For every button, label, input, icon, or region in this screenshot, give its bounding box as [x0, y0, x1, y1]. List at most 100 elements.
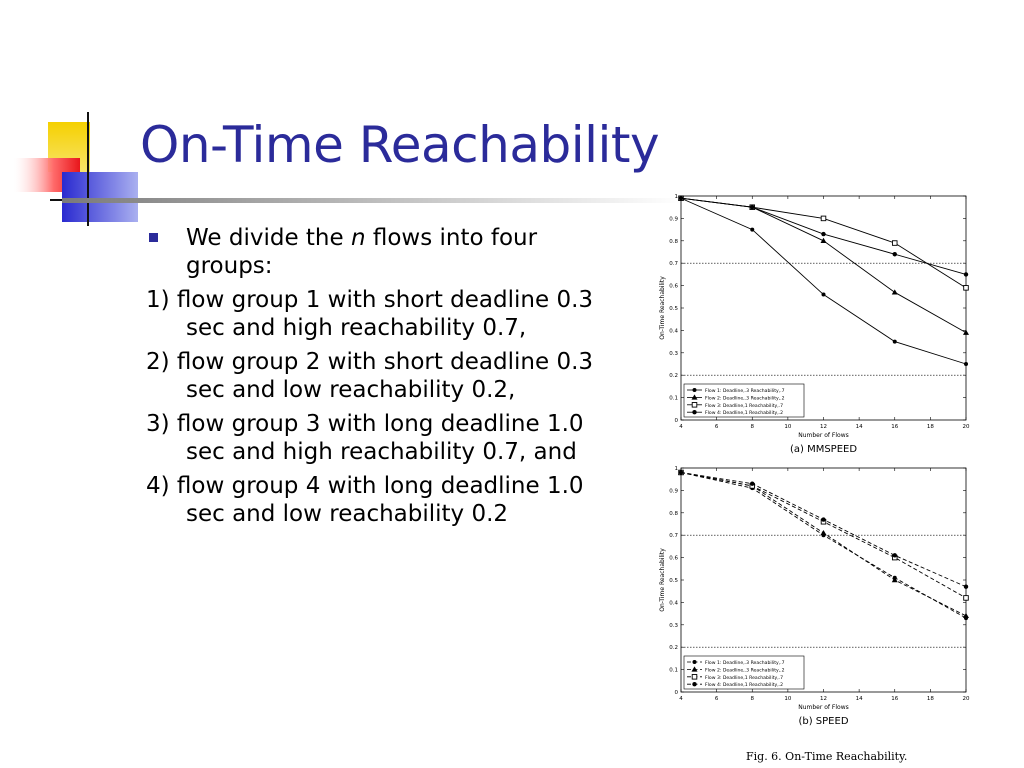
y-tick-label: 0.4: [669, 328, 678, 334]
data-point: [750, 227, 755, 232]
chart-speed: 00.10.20.30.40.50.60.70.80.914 6 8 10 12 14 16…: [659, 466, 970, 727]
x-tick-label: 20: [963, 696, 970, 702]
deco-blue-square: [62, 172, 138, 222]
y-tick-label: 0.7: [669, 533, 678, 539]
x-tick-label: 18: [927, 696, 934, 702]
series-1: [679, 196, 968, 366]
x-tick-label: 10: [784, 424, 791, 430]
x-tick-label: 16: [891, 696, 898, 702]
data-point: [820, 215, 827, 222]
legend-label: Flow 2: Deadline,.3 Reachability,.2: [705, 395, 785, 401]
y-tick-label: 0.9: [669, 216, 678, 222]
slide-title: On-Time Reachability: [140, 116, 660, 174]
x-tick-label: 6: [715, 696, 719, 702]
x-tick-label: 14: [856, 424, 863, 430]
data-point: [820, 529, 827, 536]
series-4: [678, 196, 969, 277]
data-point: [891, 240, 898, 246]
figure-caption: Fig. 6. On-Time Reachability.: [746, 750, 908, 763]
group-item-1: 1) flow group 1 with short deadline 0.3 …: [146, 287, 594, 341]
legend-label: Flow 3: Deadline,1 Reachability,.7: [705, 675, 783, 681]
y-tick-label: 0.6: [669, 556, 678, 562]
x-tick-label: 8: [751, 424, 755, 430]
data-point: [750, 205, 755, 210]
bullet-item: We divide the n flows into four groups:: [146, 224, 616, 280]
legend-label: Flow 1: Deadline,.3 Reachability,.7: [705, 388, 785, 394]
data-point: [964, 362, 968, 366]
data-point: [820, 237, 827, 243]
data-point: [963, 285, 969, 291]
y-tick-label: 0.9: [669, 488, 678, 494]
data-point: [892, 339, 897, 344]
series-line: [680, 197, 967, 289]
y-tick-label: 0.8: [669, 239, 678, 245]
chart-caption: (b) SPEED: [798, 716, 848, 727]
series-4: [678, 470, 969, 589]
title-underline: [62, 198, 682, 203]
y-axis-label: On-Time Reachability: [659, 548, 666, 612]
y-tick-label: 1: [675, 194, 679, 200]
x-tick-label: 14: [856, 696, 863, 702]
data-point: [678, 196, 684, 201]
data-point: [821, 517, 826, 522]
series-1: [679, 470, 968, 621]
group-item-3: 3) flow group 3 with long deadline 1.0 s…: [146, 411, 584, 465]
data-point: [678, 470, 684, 475]
y-tick-label: 0.5: [669, 306, 678, 312]
x-tick-label: 12: [820, 424, 827, 430]
data-point: [821, 292, 826, 297]
x-tick-label: 20: [963, 424, 970, 430]
bullet-text-italic: n: [350, 225, 366, 251]
legend-marker: [691, 394, 698, 400]
x-tick-label: 12: [820, 696, 827, 702]
x-tick-label: 4: [679, 696, 683, 702]
y-tick-label: 0.3: [669, 623, 678, 629]
y-tick-label: 0.1: [669, 396, 678, 402]
y-tick-label: 0.4: [669, 600, 678, 606]
legend-marker: [692, 660, 697, 664]
group-item-2: 2) flow group 2 with short deadline 0.3 …: [146, 349, 594, 403]
data-point: [891, 289, 898, 295]
y-tick-label: 0: [675, 418, 679, 424]
y-tick-label: 0.1: [669, 668, 678, 674]
data-point: [963, 272, 969, 277]
series-2: [678, 469, 969, 619]
series-line: [680, 472, 967, 617]
data-point: [892, 553, 897, 558]
series-line: [680, 472, 967, 619]
x-tick-label: 6: [715, 424, 719, 430]
y-tick-label: 0.8: [669, 511, 678, 517]
x-axis-label: Number of Flows: [798, 704, 849, 711]
legend-marker: [692, 410, 697, 415]
legend-marker: [691, 666, 698, 672]
y-tick-label: 0.3: [669, 351, 678, 357]
data-point: [963, 584, 969, 589]
data-point: [821, 231, 826, 237]
y-tick-label: 0.2: [669, 373, 678, 379]
y-axis-label: On-Time Reachability: [659, 276, 666, 340]
y-tick-label: 1: [675, 466, 679, 472]
bullet-list: We divide the n flows into four groups: …: [146, 224, 616, 534]
legend-marker: [691, 674, 698, 680]
bullet-text-start: We divide the: [186, 225, 351, 251]
y-tick-label: 0.6: [669, 284, 678, 290]
legend-label: Flow 2: Deadline,.3 Reachability,.2: [705, 667, 785, 673]
data-point: [963, 612, 969, 619]
data-point: [963, 329, 969, 335]
y-tick-label: 0: [675, 690, 679, 696]
group-item-4: 4) flow group 4 with long deadline 1.0 s…: [146, 473, 584, 527]
legend-label: Flow 3: Deadline,1 Reachability,.7: [705, 403, 783, 409]
data-point: [963, 595, 969, 601]
x-tick-label: 18: [927, 424, 934, 430]
bullet-square-icon: [149, 233, 158, 242]
y-tick-label: 0.5: [669, 578, 678, 584]
chart-caption: (a) MMSPEED: [790, 444, 857, 455]
legend-marker: [692, 682, 697, 687]
chart-mmspeed: 00.10.20.30.40.50.60.70.80.914 6 8 10 12 14 16…: [659, 194, 970, 455]
x-tick-label: 10: [784, 696, 791, 702]
legend-box: [683, 655, 805, 690]
x-tick-label: 16: [891, 424, 898, 430]
legend-marker: [691, 402, 698, 408]
y-tick-label: 0.2: [669, 645, 678, 651]
title-decoration: [14, 112, 150, 226]
